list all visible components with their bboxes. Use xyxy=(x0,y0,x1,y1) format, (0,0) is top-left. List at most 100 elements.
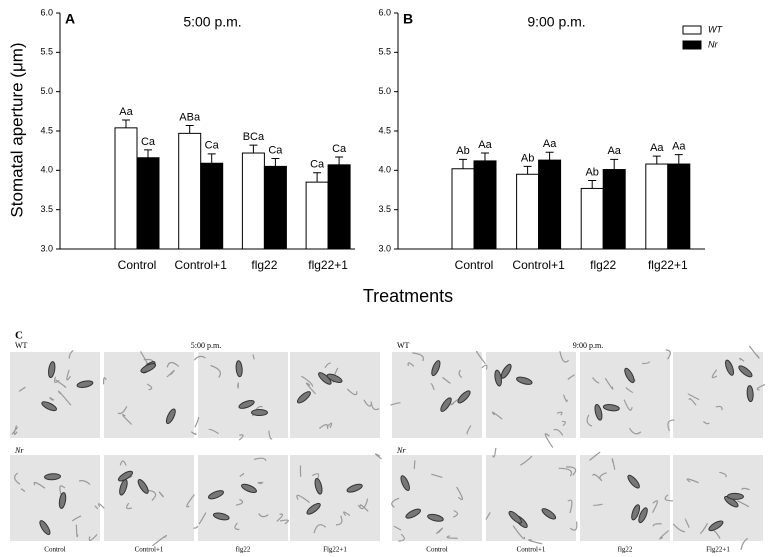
stoma xyxy=(708,520,724,532)
significance-label: Ab xyxy=(521,152,534,164)
caption: Flg22+1 xyxy=(706,546,730,554)
stoma xyxy=(207,490,224,500)
bar xyxy=(305,181,329,250)
caption: Control+1 xyxy=(135,546,164,554)
significance-label: Ab xyxy=(585,166,598,178)
error-bar xyxy=(481,152,489,161)
x-tick-label: flg22 xyxy=(590,258,616,272)
x-tick-label: Control xyxy=(455,258,494,272)
caption: flg22 xyxy=(618,546,633,554)
cell-walls xyxy=(198,457,289,531)
significance-label: Ca xyxy=(205,140,220,152)
error-bar xyxy=(652,155,661,165)
micrograph xyxy=(290,455,380,541)
significance-label: Aa xyxy=(607,145,621,157)
stoma xyxy=(76,380,94,388)
caption: Control xyxy=(44,546,65,554)
y-tick-label: 5.0 xyxy=(40,86,53,96)
stoma xyxy=(725,359,735,376)
error-bar xyxy=(335,156,344,165)
error-bar xyxy=(185,124,194,134)
cell-walls xyxy=(11,349,74,436)
stoma xyxy=(431,360,441,377)
y-tick-label: 4.5 xyxy=(378,125,391,135)
y-tick-label: 3.5 xyxy=(40,204,53,214)
row-label: WT xyxy=(15,341,28,350)
micrograph xyxy=(392,455,482,541)
stoma xyxy=(137,479,149,494)
stoma xyxy=(250,409,268,417)
y-tick-label: 6.0 xyxy=(378,7,391,17)
caption: Flg22+1 xyxy=(323,546,347,554)
error-bar xyxy=(207,153,216,164)
y-axis-label: Stomatal aperture (μm) xyxy=(7,42,26,217)
bar xyxy=(327,164,351,250)
cell-walls xyxy=(672,471,750,551)
panel-label: A xyxy=(65,11,75,27)
caption: flg22 xyxy=(236,546,251,554)
legend-label: WT xyxy=(708,24,723,34)
stoma xyxy=(627,474,640,489)
stoma xyxy=(346,483,363,493)
significance-label: Ca xyxy=(310,159,325,171)
micrograph xyxy=(10,455,100,541)
stoma xyxy=(326,373,343,383)
stoma xyxy=(405,508,421,519)
stoma xyxy=(400,475,410,492)
x-tick-label: flg22+1 xyxy=(308,258,348,272)
stoma xyxy=(165,408,176,425)
y-tick-label: 5.5 xyxy=(40,47,53,57)
stoma xyxy=(58,492,67,509)
stoma xyxy=(494,369,502,387)
stoma xyxy=(508,510,522,524)
stoma xyxy=(726,492,744,500)
stoma xyxy=(516,376,533,385)
stoma xyxy=(44,473,61,481)
significance-label: Aa xyxy=(650,142,664,154)
x-tick-label: Control+1 xyxy=(512,258,565,272)
stoma xyxy=(241,483,257,494)
cell-walls xyxy=(193,354,273,441)
row-label: WT xyxy=(397,341,410,350)
significance-label: Ca xyxy=(332,143,347,155)
bar xyxy=(178,132,202,250)
cell-walls xyxy=(589,451,679,540)
micrograph xyxy=(104,455,194,541)
error-bar xyxy=(545,151,554,161)
micrograph xyxy=(486,352,576,438)
y-tick-label: 3.0 xyxy=(40,243,53,253)
micrograph xyxy=(580,352,670,438)
stoma xyxy=(738,365,753,378)
micrograph xyxy=(198,352,288,438)
bar xyxy=(580,187,604,250)
caption: Control+1 xyxy=(517,546,546,554)
stoma xyxy=(296,391,311,404)
stoma xyxy=(140,363,157,373)
stoma xyxy=(500,363,512,379)
stoma xyxy=(594,404,603,421)
stoma xyxy=(119,479,128,496)
significance-label: ABa xyxy=(179,111,201,123)
stoma xyxy=(117,470,134,482)
stoma xyxy=(427,513,444,522)
caption: Control xyxy=(426,546,447,554)
bar xyxy=(136,157,160,250)
bar xyxy=(667,163,691,250)
significance-label: BCa xyxy=(243,131,265,143)
bar xyxy=(473,160,497,250)
y-tick-label: 4.0 xyxy=(378,165,391,175)
y-tick-label: 5.5 xyxy=(378,47,391,57)
time-label: 5:00 p.m. xyxy=(191,341,221,350)
bar xyxy=(263,165,287,250)
time-label: 9:00 p.m. xyxy=(573,341,603,350)
cell-walls xyxy=(667,345,766,432)
significance-label: Ab xyxy=(456,145,469,157)
stoma xyxy=(631,504,641,521)
cell-walls xyxy=(391,460,464,542)
error-bar xyxy=(674,154,683,165)
stoma xyxy=(235,360,243,378)
cell-walls xyxy=(390,350,486,435)
bar xyxy=(516,173,540,250)
stoma xyxy=(41,401,57,412)
